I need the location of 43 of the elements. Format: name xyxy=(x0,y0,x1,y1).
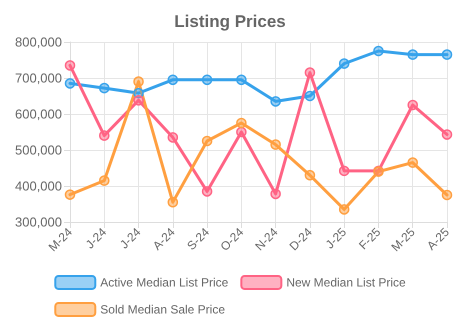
point xyxy=(202,74,212,86)
point xyxy=(442,129,452,140)
point xyxy=(270,96,281,107)
point xyxy=(168,132,178,143)
point xyxy=(168,196,178,208)
point xyxy=(338,58,350,69)
point xyxy=(64,60,76,71)
point xyxy=(236,118,247,128)
point xyxy=(202,186,212,197)
y-tick-label: 800,000 xyxy=(15,34,62,50)
legend-label: New Median List Price xyxy=(286,276,406,290)
point xyxy=(99,82,110,94)
point xyxy=(304,90,316,102)
point xyxy=(373,46,384,56)
point xyxy=(236,126,247,138)
point xyxy=(168,74,178,86)
point xyxy=(304,67,316,78)
point xyxy=(304,170,316,180)
point xyxy=(99,130,110,141)
y-tick-label: 500,000 xyxy=(15,142,62,158)
point xyxy=(64,189,76,200)
point xyxy=(236,74,247,86)
point xyxy=(442,49,452,60)
legend-label: Sold Median Sale Price xyxy=(100,302,226,316)
chart-title: Listing Prices xyxy=(174,12,286,31)
point xyxy=(64,78,76,89)
point xyxy=(202,136,212,146)
point xyxy=(270,139,281,150)
point xyxy=(133,95,144,106)
y-tick-label: 400,000 xyxy=(15,178,62,194)
y-tick-label: 600,000 xyxy=(15,106,62,122)
y-tick-label: 300,000 xyxy=(15,214,62,230)
point xyxy=(407,157,418,168)
point xyxy=(338,166,350,176)
point xyxy=(270,188,281,200)
point xyxy=(338,204,350,215)
point xyxy=(99,175,110,186)
point xyxy=(442,190,452,200)
legend-label: Active Median List Price xyxy=(100,276,229,290)
point xyxy=(407,100,418,110)
point xyxy=(133,76,144,87)
point xyxy=(407,49,418,60)
y-tick-label: 700,000 xyxy=(15,70,62,86)
